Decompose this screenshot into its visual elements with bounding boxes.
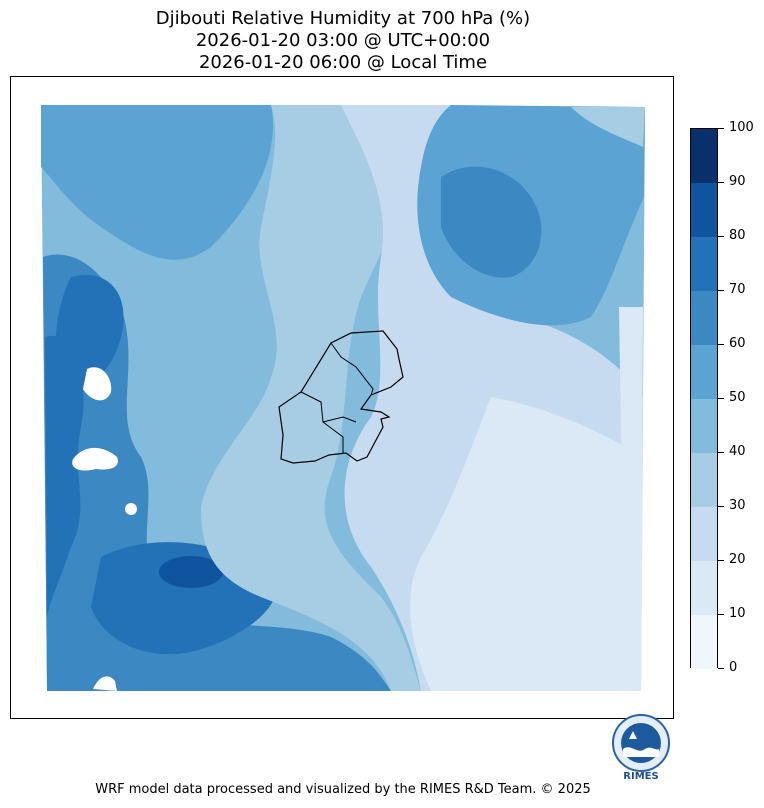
colorbar-segment <box>691 129 717 183</box>
colorbar-tick <box>718 559 724 561</box>
colorbar-tick-label: 10 <box>729 606 746 621</box>
colorbar-tick-label: 100 <box>729 120 754 135</box>
missing-data-area <box>93 676 117 691</box>
colorbar-segment <box>691 345 717 399</box>
rh-field-west-core <box>45 335 84 617</box>
colorbar-tick-label: 20 <box>729 552 746 567</box>
rh-field-southeast <box>410 397 643 691</box>
colorbar-segment <box>691 399 717 453</box>
region-border <box>322 416 357 423</box>
colorbar-segment <box>691 507 717 561</box>
colorbar-tick <box>718 667 724 669</box>
missing-data-area <box>72 447 118 471</box>
colorbar-tick <box>718 181 724 183</box>
colorbar-tick <box>718 343 724 345</box>
map-panel: RIMES <box>10 76 674 782</box>
colorbar-segment <box>691 291 717 345</box>
credit-footer: WRF model data processed and visualized … <box>95 782 591 797</box>
colorbar-tick <box>718 451 724 453</box>
colorbar-tick-label: 90 <box>729 174 746 189</box>
colorbar <box>690 128 718 669</box>
missing-data-area <box>125 503 137 515</box>
colorbar-tick-label: 40 <box>729 444 746 459</box>
djibouti-border <box>278 330 404 464</box>
colorbar-tick <box>718 127 724 129</box>
colorbar-segment <box>691 561 717 615</box>
colorbar-tick <box>718 289 724 291</box>
colorbar-tick <box>718 397 724 399</box>
map-title: Djibouti Relative Humidity at 700 hPa (%… <box>155 8 531 29</box>
colorbar-segment <box>691 237 717 291</box>
colorbar-tick-label: 80 <box>729 228 746 243</box>
rimes-logo: RIMES <box>607 713 675 783</box>
rh-field-central <box>201 105 451 691</box>
utc-time-label: 2026-01-20 03:00 @ UTC+00:00 <box>195 30 491 51</box>
colorbar-tick-label: 0 <box>729 660 738 675</box>
rh-field-northwest <box>41 105 273 260</box>
colorbar-segment <box>691 615 717 669</box>
colorbar-tick-label: 50 <box>729 390 746 405</box>
colorbar-tick-label: 70 <box>729 282 746 297</box>
colorbar-segment <box>691 453 717 507</box>
colorbar-tick <box>718 613 724 615</box>
rh-field-sw-peak <box>159 556 223 588</box>
missing-data-area <box>83 367 112 401</box>
rh-field-northeast-top <box>571 107 645 147</box>
rh-field-east-strip <box>619 307 643 691</box>
colorbar-tick-label: 60 <box>729 336 746 351</box>
rh-field-west-mid <box>55 275 124 385</box>
colorbar-tick <box>718 235 724 237</box>
region-border <box>330 342 374 396</box>
colorbar-segment <box>691 183 717 237</box>
colorbar-tick <box>718 505 724 507</box>
humidity-map <box>41 105 645 691</box>
rh-field-northeast-core <box>441 166 542 278</box>
local-time-label: 2026-01-20 06:00 @ Local Time <box>198 52 488 73</box>
colorbar-tick-label: 30 <box>729 498 746 513</box>
